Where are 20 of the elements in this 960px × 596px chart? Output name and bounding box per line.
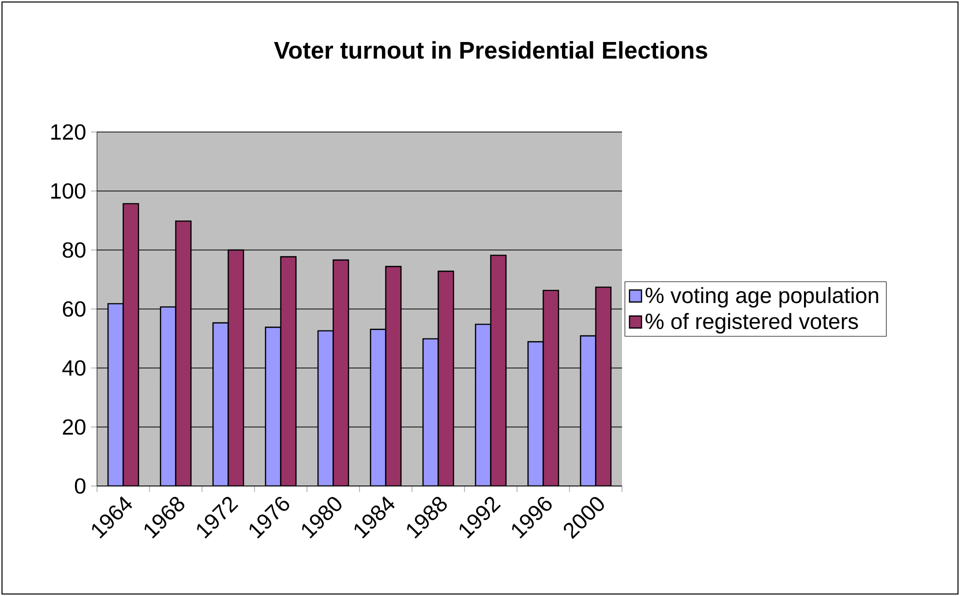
y-tick-label: 60 (62, 301, 86, 317)
bar (490, 254, 507, 486)
bar (228, 249, 244, 486)
legend-label: % voting age population (646, 287, 878, 308)
y-tick-label: 20 (62, 419, 86, 435)
y-tick-label: 40 (62, 360, 86, 376)
y-tick-label: 0 (74, 478, 86, 494)
bar (175, 220, 192, 486)
y-tick-label: 120 (51, 124, 86, 140)
y-tick-label: 100 (51, 183, 86, 199)
bar (280, 256, 297, 486)
bar (385, 266, 402, 486)
y-tick-label: 80 (62, 242, 86, 258)
chart-title: Voter turnout in Presidential Elections (274, 41, 708, 59)
bar (332, 259, 350, 486)
bar (438, 270, 454, 486)
bar (595, 286, 612, 486)
legend-label: % of registered voters (646, 313, 858, 334)
bar (542, 290, 560, 486)
bar (122, 203, 140, 486)
